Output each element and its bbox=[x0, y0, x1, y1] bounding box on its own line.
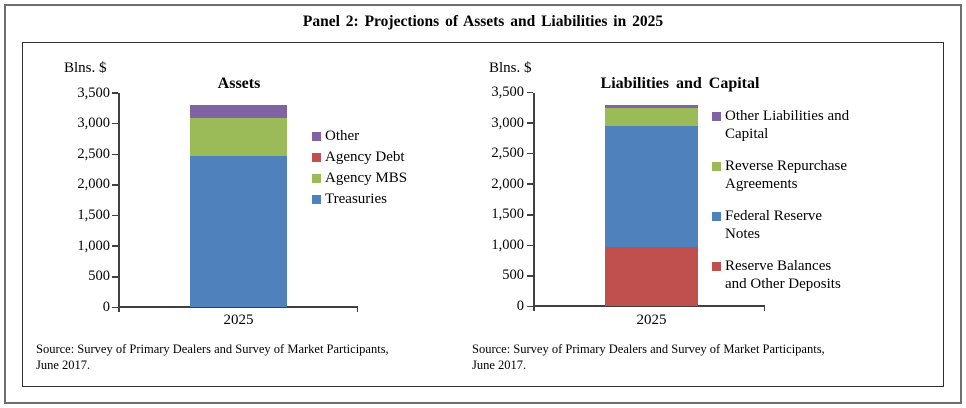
source-note-line1: Source: Survey of Primary Dealers and Su… bbox=[36, 342, 389, 356]
source-note: Source: Survey of Primary Dealers and Su… bbox=[472, 341, 825, 373]
chart-area-border bbox=[22, 42, 944, 387]
source-note-line2: June 2017. bbox=[472, 358, 527, 372]
category-label: 2025 bbox=[636, 312, 667, 328]
source-note: Source: Survey of Primary Dealers and Su… bbox=[36, 341, 389, 373]
chart-title-assets: Assets bbox=[217, 75, 261, 92]
outer-frame-border bbox=[4, 4, 962, 404]
panel-title: Panel 2: Projections of Assets and Liabi… bbox=[302, 13, 664, 30]
source-note-line2: June 2017. bbox=[36, 358, 91, 372]
source-note-line1: Source: Survey of Primary Dealers and Su… bbox=[472, 342, 825, 356]
category-label: 2025 bbox=[223, 312, 254, 328]
y-axis-units-label: Blns. $ bbox=[64, 60, 107, 76]
chart-title-liabilities-and-capital: Liabilities and Capital bbox=[600, 75, 760, 92]
y-axis-units-label: Blns. $ bbox=[489, 60, 532, 76]
